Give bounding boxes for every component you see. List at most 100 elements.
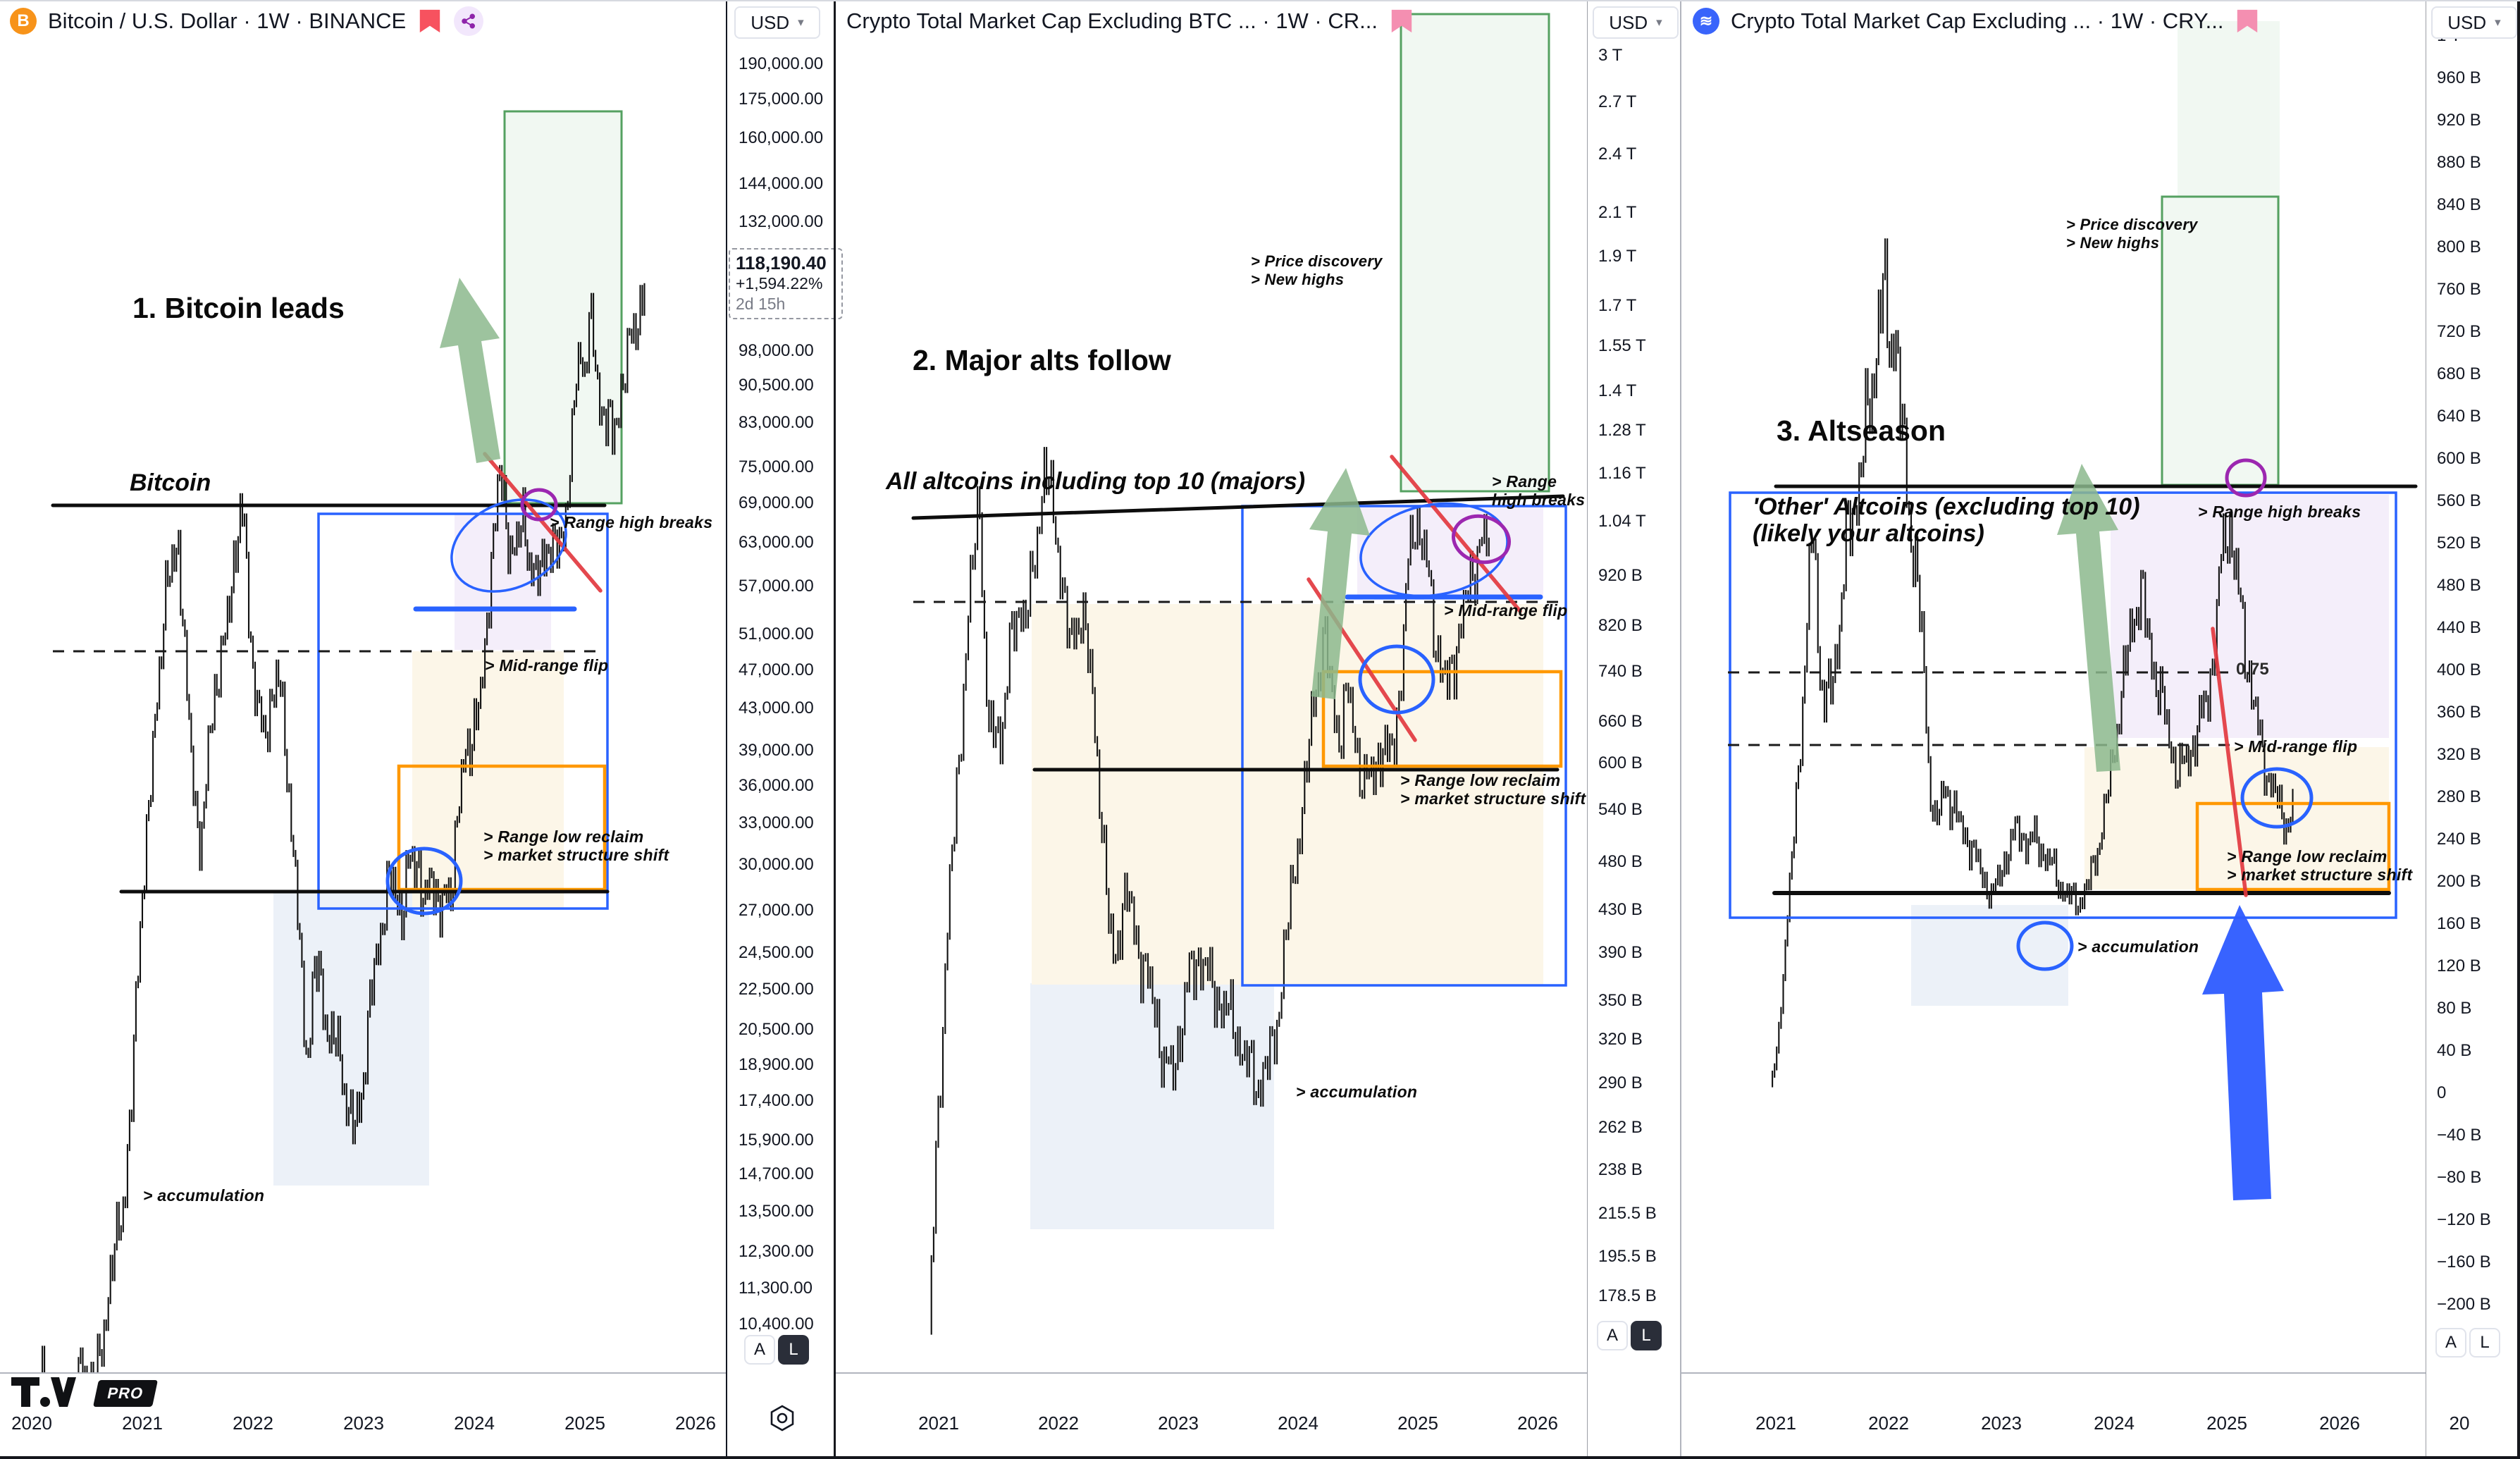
panel-separator[interactable]	[1680, 1, 1681, 1459]
alts-price-axis[interactable]	[1587, 1, 1681, 1459]
price-tick-label: 47,000.00	[739, 660, 814, 679]
price-tick-label: 320 B	[1598, 1030, 1643, 1049]
auto-scale-button[interactable]: A	[744, 1335, 775, 1365]
bitcoin-icon: B	[10, 8, 37, 35]
price-tick-label: 22,500.00	[739, 980, 814, 999]
price-tick-label: 480 B	[1598, 851, 1643, 871]
low-circle	[2016, 921, 2074, 971]
bitcoin-chart-canvas	[42, 110, 646, 1372]
accumulation-note: > accumulation	[1296, 1083, 1418, 1101]
price-tick-label: 520 B	[2437, 534, 2481, 553]
time-tick-label: 2020	[11, 1412, 52, 1434]
price-tick-label: 350 B	[1598, 990, 1643, 1010]
lead-title: 3. Altseason	[1777, 414, 1946, 447]
range-high-note: > Range high breaks	[1492, 472, 1586, 509]
others-chart-plot[interactable]: 3. Altseason 'Other' Altcoins (excluding…	[1684, 1, 2426, 1372]
pro-badge[interactable]: PRO	[92, 1380, 159, 1407]
price-tick-label: 17,400.00	[739, 1091, 814, 1111]
price-tick-label: 880 B	[2437, 153, 2481, 172]
price-tick-label: 680 B	[2437, 364, 2481, 383]
price-tick-label: 400 B	[2437, 660, 2481, 679]
symbol-title[interactable]: Crypto Total Market Cap Excluding BTC ..…	[846, 8, 1378, 33]
price-tick-label: 240 B	[2437, 830, 2481, 849]
price-tick-label: 960 B	[2437, 68, 2481, 87]
flag-icon[interactable]	[417, 6, 443, 36]
price-tick-label: 83,000.00	[739, 413, 814, 433]
log-scale-button[interactable]: L	[778, 1335, 809, 1365]
breakout-circle	[1451, 514, 1512, 565]
time-tick-label: 2022	[1868, 1412, 1909, 1434]
price-tick-label: 33,000.00	[739, 813, 814, 833]
reclaim-ellipse	[2240, 767, 2314, 829]
price-tick-label: 1.04 T	[1598, 512, 1646, 531]
time-tick-label: 2021	[1755, 1412, 1796, 1434]
bitcoin-price-axis[interactable]	[726, 1, 835, 1459]
time-axis[interactable]	[0, 1372, 2520, 1458]
price-tick-label: 15,900.00	[739, 1130, 814, 1150]
range-low-note: > Range low reclaim > market structure s…	[1400, 771, 1586, 808]
settings-gear-icon[interactable]	[767, 1403, 798, 1434]
price-tick-label: 11,300.00	[739, 1279, 813, 1298]
price-tick-label: 2.4 T	[1598, 144, 1637, 164]
price-discovery-note: > Price discovery > New highs	[2066, 216, 2198, 252]
flag-icon[interactable]	[1389, 6, 1414, 36]
price-tick-label: 0	[2437, 1083, 2447, 1102]
price-tick-label: 238 B	[1598, 1160, 1643, 1180]
range-high-note: > Range high breaks	[2198, 503, 2361, 521]
time-tick-label: 2025	[564, 1412, 605, 1434]
others-price-axis[interactable]	[2426, 1, 2520, 1459]
symbol-title[interactable]: Crypto Total Market Cap Excluding ... · …	[1731, 8, 2224, 33]
time-tick-label: 2025	[2206, 1412, 2247, 1434]
price-tick-label: 920 B	[2437, 111, 2481, 130]
accumulation-note: > accumulation	[143, 1186, 265, 1205]
alts-header: Crypto Total Market Cap Excluding BTC ..…	[846, 1, 1414, 41]
drawings	[1728, 458, 2418, 1200]
log-scale-button[interactable]: L	[2469, 1328, 2500, 1358]
share-icon[interactable]	[454, 6, 484, 36]
time-tick-label: 2026	[1517, 1412, 1558, 1434]
flag-icon[interactable]	[2235, 6, 2260, 36]
tradingview-logo[interactable]	[10, 1376, 89, 1408]
price-tick-label: −160 B	[2437, 1252, 2491, 1272]
price-tick-label: 1.7 T	[1598, 295, 1637, 315]
currency-selector[interactable]: USD ▾	[2431, 6, 2517, 39]
price-tick-label: 640 B	[2437, 407, 2481, 426]
currency-selector[interactable]: USD ▾	[1593, 6, 1679, 39]
price-tick-label: 760 B	[2437, 280, 2481, 299]
mid-range-note: > Mid-range flip	[485, 656, 609, 675]
price-bars	[1772, 238, 2294, 1088]
price-tick-label: 920 B	[1598, 565, 1643, 585]
auto-scale-button[interactable]: A	[2435, 1328, 2466, 1358]
up-arrow-icon	[1309, 468, 1370, 699]
lead-title: 1. Bitcoin leads	[132, 292, 345, 324]
symbol-title[interactable]: Bitcoin / U.S. Dollar · 1W · BINANCE	[48, 8, 407, 33]
drawings	[911, 455, 1567, 987]
price-tick-label: 160,000.00	[739, 128, 824, 148]
price-tick-label: 740 B	[1598, 661, 1643, 681]
price-tick-label: 144,000.00	[739, 174, 824, 194]
panel-separator[interactable]	[834, 1, 836, 1459]
price-tick-label: 3 T	[1598, 46, 1623, 66]
alts-chart-plot[interactable]: 2. Major alts follow All altcoins includ…	[838, 1, 1587, 1372]
range-box	[317, 512, 609, 910]
currency-selector[interactable]: USD ▾	[734, 6, 820, 39]
price-tick-label: 840 B	[2437, 195, 2481, 214]
reclaim-box	[2195, 801, 2391, 892]
reclaim-box	[397, 764, 607, 892]
price-tick-label: 280 B	[2437, 787, 2481, 806]
price-tick-label: 320 B	[2437, 745, 2481, 764]
price-tick-label: −120 B	[2437, 1210, 2491, 1229]
asset-label: 'Other' Altcoins (excluding top 10) (lik…	[1753, 493, 2140, 547]
price-tick-label: 43,000.00	[739, 698, 814, 718]
price-tick-label: 360 B	[2437, 703, 2481, 722]
price-tick-label: 80 B	[2437, 999, 2472, 1018]
auto-scale-button[interactable]: A	[1597, 1321, 1628, 1350]
price-tick-label: 600 B	[2437, 449, 2481, 468]
price-tick-label: 51,000.00	[739, 624, 814, 644]
bitcoin-chart-plot[interactable]: 1. Bitcoin leads Bitcoin > Range high br…	[0, 1, 724, 1372]
price-tick-label: 195.5 B	[1598, 1246, 1657, 1266]
log-scale-button[interactable]: L	[1631, 1321, 1662, 1350]
time-tick-label: 2023	[1158, 1412, 1199, 1434]
price-tick-label: 1.16 T	[1598, 464, 1646, 484]
